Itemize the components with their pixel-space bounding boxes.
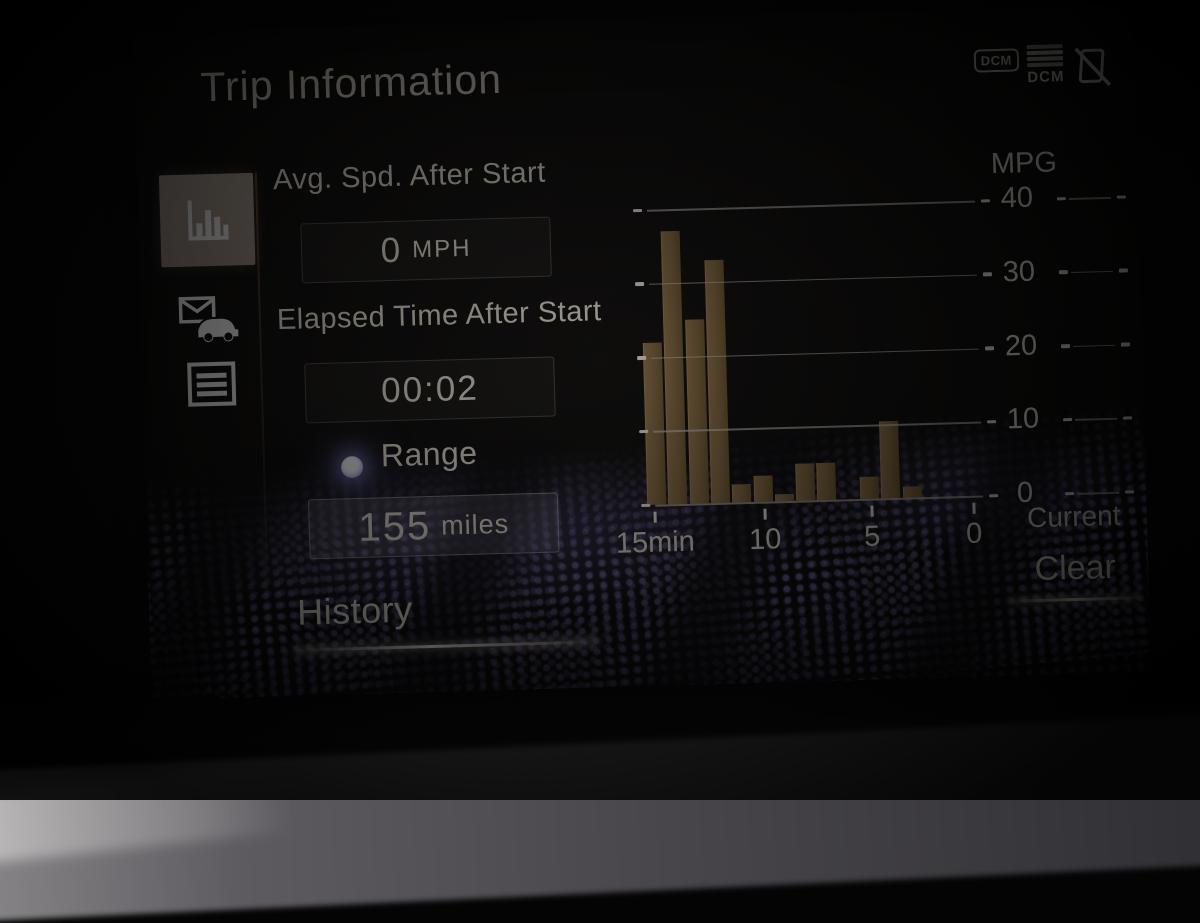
dcm-badge-label: DCM [980, 52, 1013, 69]
gridline-segment-right [1068, 196, 1111, 200]
axis-tick [1122, 416, 1133, 420]
range-label: Range [380, 434, 479, 474]
ytick-label-30: 30 [1002, 255, 1036, 289]
gridline-segment-right [1072, 344, 1116, 347]
dcm-signal-icon: DCM [1026, 44, 1065, 87]
xtick-label-15min: 15min [615, 525, 696, 560]
dcm-badge-icon: DCM [973, 48, 1020, 73]
axis-tick [635, 282, 645, 286]
dcm-signal-bars [1026, 44, 1064, 68]
xtick-mark [652, 511, 657, 523]
avg-speed-value-box: 0 MPH [300, 216, 552, 284]
gridline-segment-right [1070, 270, 1113, 274]
ytick-label-10: 10 [1006, 402, 1040, 436]
gridline-segment [649, 274, 978, 286]
infotainment-screen: Trip Information DCM DCM [132, 4, 1152, 700]
elapsed-time-value-box: 00:02 [304, 356, 556, 424]
axis-tick [1056, 196, 1066, 201]
history-button[interactable]: History [296, 588, 414, 633]
axis-tick [1058, 270, 1068, 275]
page-title: Trip Information [199, 55, 503, 111]
bar-chart-icon [179, 192, 234, 247]
axis-tick [1120, 342, 1131, 347]
gridline-20: 20 [637, 329, 1137, 362]
axis-tick [1118, 268, 1128, 273]
gridline-segment-right [1075, 418, 1118, 421]
axis-tick [1060, 344, 1071, 348]
range-unit: miles [440, 508, 510, 541]
ytick-label-20: 20 [1004, 328, 1038, 362]
dcm-signal-label: DCM [1027, 68, 1065, 87]
xtick-label-0: 0 [965, 517, 983, 551]
xtick-label-10: 10 [748, 523, 782, 557]
gridline-segment [651, 348, 980, 359]
axis-tick [639, 429, 649, 434]
xtick-label-5: 5 [863, 520, 881, 553]
axis-tick [637, 355, 647, 360]
xtick-mark [971, 502, 976, 514]
range-value-box: 155 miles [307, 492, 560, 560]
xtick-mark [869, 505, 874, 517]
avg-speed-label: Avg. Spd. After Start [272, 156, 547, 197]
gridline-40: 40 [632, 182, 1133, 214]
avg-speed-value: 0 [380, 230, 403, 271]
status-bar: DCM DCM [973, 43, 1113, 93]
sidebar-item-trip-list[interactable] [164, 347, 260, 422]
xtick-mark [762, 508, 767, 520]
axis-tick [632, 208, 643, 213]
axis-tick [1116, 194, 1126, 199]
gridline-10: 10 [639, 403, 1139, 436]
elapsed-time-value: 00:02 [380, 368, 480, 411]
chart-ylabel: MPG [990, 146, 1058, 181]
sidebar-item-trip-graph[interactable] [158, 172, 256, 268]
phone-disconnected-icon [1072, 43, 1113, 90]
axis-tick [1063, 417, 1073, 422]
list-icon [185, 359, 238, 408]
chart-gridlines: 40 30 20 10 0 [632, 182, 1141, 509]
elapsed-time-label: Elapsed Time After Start [276, 295, 602, 337]
avg-speed-unit: MPH [411, 234, 472, 264]
gridline-segment [653, 421, 982, 433]
mail-car-icon [177, 293, 242, 347]
gridline-segment [647, 200, 975, 212]
chart-current-label: Current [1026, 499, 1121, 534]
ytick-label-40: 40 [1000, 181, 1034, 215]
gridline-30: 30 [635, 255, 1135, 288]
range-value: 155 [357, 503, 432, 550]
